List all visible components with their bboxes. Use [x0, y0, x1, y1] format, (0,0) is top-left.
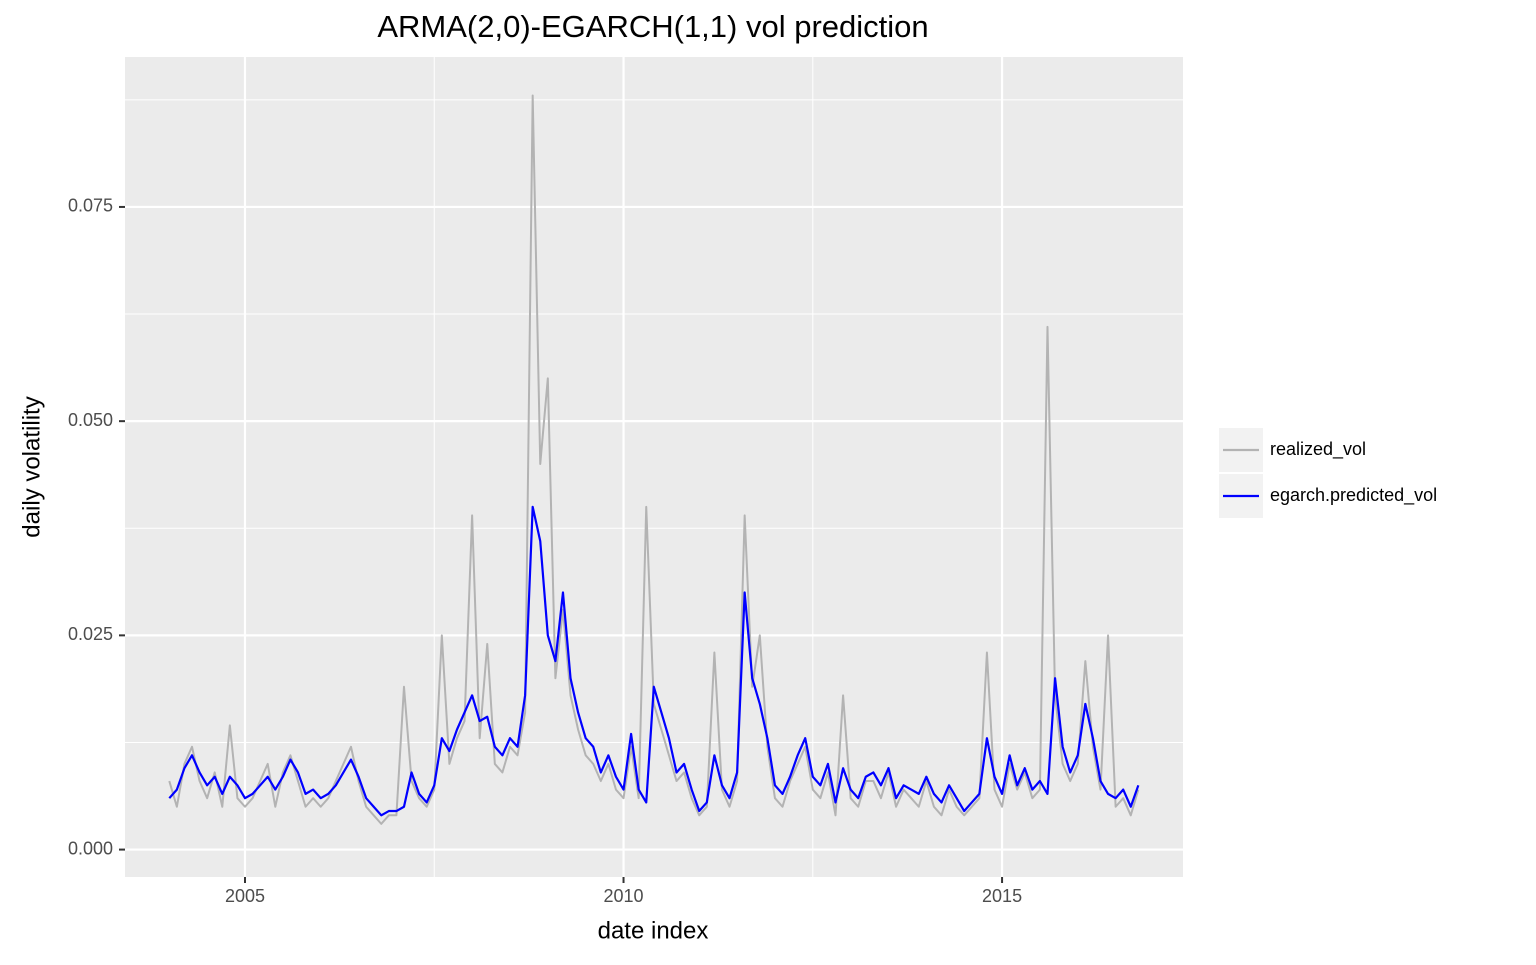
panel-background — [125, 57, 1183, 877]
y-tick-label: 0.050 — [68, 410, 113, 430]
axes: 0.000 0.025 0.050 0.075 2005 2010 2015 — [68, 196, 1022, 906]
x-axis-title: date index — [598, 917, 709, 944]
chart-title: ARMA(2,0)-EGARCH(1,1) vol prediction — [377, 9, 928, 44]
legend-label: egarch.predicted_vol — [1270, 485, 1437, 506]
x-tick-label: 2015 — [982, 886, 1022, 906]
y-tick-label: 0.000 — [68, 838, 113, 858]
legend-label: realized_vol — [1270, 439, 1366, 460]
plot-lines — [168, 94, 1140, 825]
series-line — [168, 505, 1140, 817]
x-tick-label: 2005 — [225, 886, 265, 906]
legend: realized_vol egarch.predicted_vol — [1219, 428, 1437, 518]
y-tick-label: 0.025 — [68, 624, 113, 644]
grid — [125, 57, 1183, 877]
x-tick-label: 2010 — [604, 886, 644, 906]
y-axis-title: daily volatility — [18, 396, 45, 537]
y-tick-label: 0.075 — [68, 196, 113, 216]
